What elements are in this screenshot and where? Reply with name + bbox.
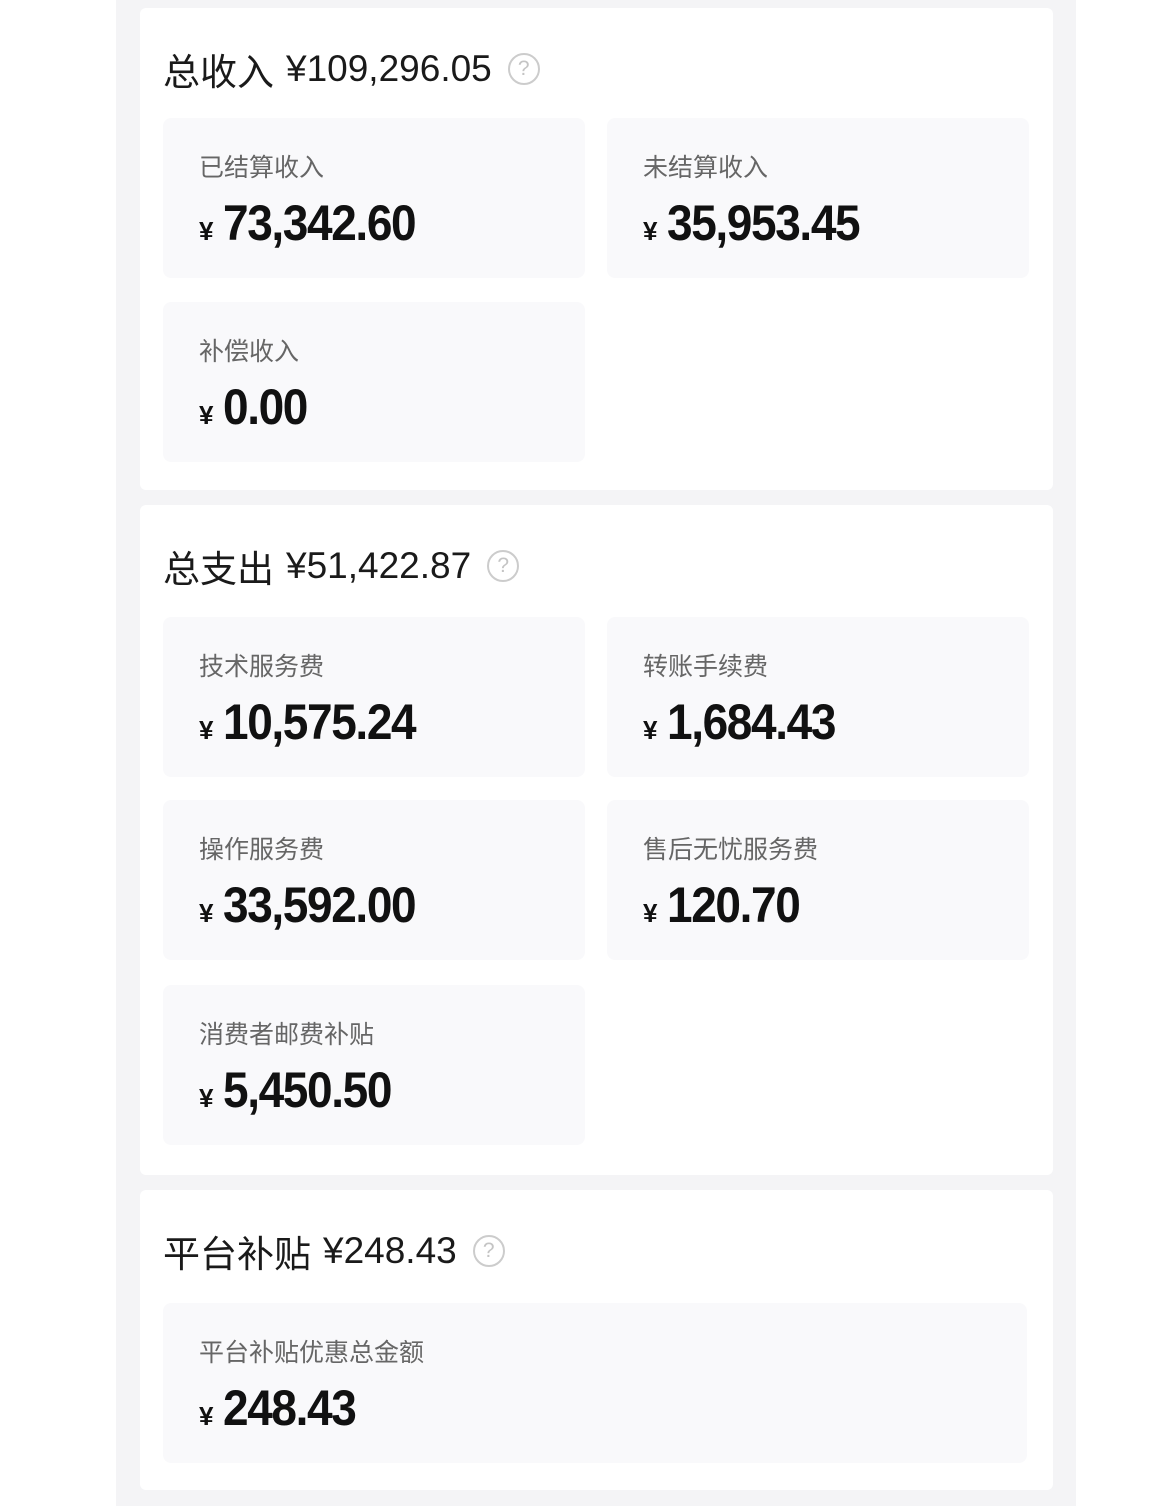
question-circle-icon[interactable]: ?: [487, 550, 520, 582]
stat-label: 消费者邮费补贴: [199, 1021, 375, 1049]
section-title: 总支出: [163, 549, 274, 590]
currency-symbol: ¥: [199, 715, 214, 745]
stat-tile[interactable]: 消费者邮费补贴 ¥5,450.50: [163, 985, 585, 1145]
stat-tile[interactable]: 补偿收入 ¥0.00: [163, 302, 585, 462]
stat-value: ¥5,450.50: [199, 1061, 406, 1119]
section-header: 平台补贴 ¥248.43 ?: [163, 1224, 505, 1278]
stat-value: ¥35,953.45: [643, 194, 876, 252]
currency-symbol: ¥: [199, 400, 214, 430]
stat-value: ¥120.70: [643, 876, 811, 934]
stat-label: 售后无忧服务费: [643, 836, 819, 864]
stat-tile[interactable]: 已结算收入 ¥73,342.60: [163, 118, 585, 278]
stat-amount: 33,592.00: [223, 877, 417, 933]
stat-label: 补偿收入: [199, 338, 300, 366]
stat-label: 平台补贴优惠总金额: [199, 1339, 425, 1367]
section-total: ¥248.43: [323, 1230, 457, 1271]
stat-amount: 35,953.45: [667, 195, 861, 251]
stat-label: 技术服务费: [199, 653, 325, 681]
stat-tile[interactable]: 平台补贴优惠总金额 ¥248.43: [163, 1303, 1027, 1463]
question-circle-icon[interactable]: ?: [472, 1235, 505, 1267]
stat-value: ¥1,684.43: [643, 693, 850, 751]
currency-symbol: ¥: [643, 715, 658, 745]
stat-amount: 0.00: [223, 379, 308, 435]
stat-tile[interactable]: 技术服务费 ¥10,575.24: [163, 617, 585, 777]
section-header: 总收入 ¥109,296.05 ?: [163, 42, 540, 96]
question-circle-icon[interactable]: ?: [507, 53, 540, 85]
section-title: 平台补贴: [163, 1234, 311, 1275]
stat-label: 未结算收入: [643, 154, 769, 182]
section-expense: 总支出 ¥51,422.87 ? 技术服务费 ¥10,575.24 转账手续费 ¥1…: [140, 505, 1053, 1175]
stat-value: ¥0.00: [199, 378, 315, 436]
stat-tile[interactable]: 操作服务费 ¥33,592.00: [163, 800, 585, 960]
stat-amount: 1,684.43: [667, 694, 836, 750]
section-income: 总收入 ¥109,296.05 ? 已结算收入 ¥73,342.60 未结算收入 ¥…: [140, 8, 1053, 490]
stat-label: 转账手续费: [643, 653, 769, 681]
stat-value: ¥73,342.60: [199, 194, 432, 252]
currency-symbol: ¥: [199, 1401, 214, 1431]
stat-amount: 248.43: [223, 1380, 357, 1436]
currency-symbol: ¥: [643, 898, 658, 928]
stat-value: ¥10,575.24: [199, 693, 432, 751]
stat-label: 已结算收入: [199, 154, 325, 182]
stat-value: ¥248.43: [199, 1379, 367, 1437]
currency-symbol: ¥: [643, 216, 658, 246]
currency-symbol: ¥: [199, 1083, 214, 1113]
section-subsidy: 平台补贴 ¥248.43 ? 平台补贴优惠总金额 ¥248.43: [140, 1190, 1053, 1490]
section-total: ¥51,422.87: [286, 545, 472, 586]
section-title: 总收入: [163, 52, 274, 93]
stat-amount: 73,342.60: [223, 195, 417, 251]
stat-amount: 5,450.50: [223, 1062, 392, 1118]
currency-symbol: ¥: [199, 216, 214, 246]
section-total: ¥109,296.05: [286, 48, 492, 89]
currency-symbol: ¥: [199, 898, 214, 928]
stat-value: ¥33,592.00: [199, 876, 432, 934]
stat-label: 操作服务费: [199, 836, 325, 864]
stat-tile[interactable]: 未结算收入 ¥35,953.45: [607, 118, 1029, 278]
section-header: 总支出 ¥51,422.87 ?: [163, 539, 520, 593]
stat-tile[interactable]: 转账手续费 ¥1,684.43: [607, 617, 1029, 777]
stat-tile[interactable]: 售后无忧服务费 ¥120.70: [607, 800, 1029, 960]
stat-amount: 120.70: [667, 877, 801, 933]
stat-amount: 10,575.24: [223, 694, 417, 750]
